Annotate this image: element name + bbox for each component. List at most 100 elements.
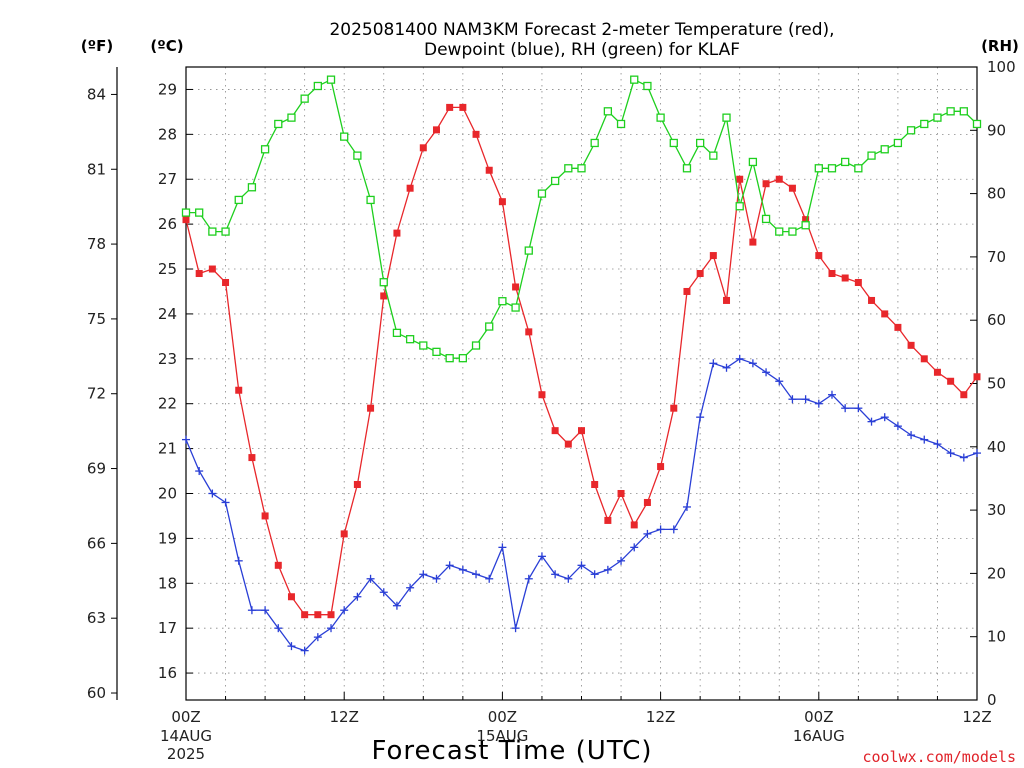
fahrenheit-tick-label: 63 (87, 609, 106, 627)
dewpoint-point (748, 359, 757, 368)
dewpoint-point (959, 453, 968, 462)
dewpoint-point (946, 449, 955, 458)
dewpoint-point (814, 399, 823, 408)
dewpoint-point (419, 570, 428, 579)
dewpoint-point (827, 390, 836, 399)
temperature-point (498, 198, 506, 206)
dewpoint-point (287, 642, 296, 651)
rh-tick-label: 50 (987, 375, 1006, 393)
rh-point (537, 189, 547, 198)
temperature-point (868, 296, 876, 304)
dewpoint-point (603, 565, 612, 574)
temperature-point (815, 252, 823, 260)
rh-point (946, 107, 955, 116)
dewpoint-point (524, 574, 533, 583)
series-layer (181, 75, 982, 655)
celsius-tick-label: 16 (158, 664, 177, 682)
rh-point (959, 107, 968, 116)
temperature-point (723, 296, 731, 304)
dewpoint-point (366, 574, 375, 583)
rh-point (419, 341, 428, 350)
rh-point (260, 145, 270, 154)
temperature-point (841, 274, 849, 282)
temperature-point (894, 323, 902, 331)
temperature-point (287, 593, 295, 601)
temperature-point (788, 184, 796, 192)
rh-point (471, 341, 481, 350)
temperature-point (736, 175, 744, 183)
rh-point (761, 214, 771, 224)
rh-point (221, 227, 230, 236)
fahrenheit-tick-label: 81 (87, 160, 106, 178)
rh-point (972, 119, 982, 129)
dewpoint-point (577, 561, 586, 570)
dewpoint-point (893, 422, 902, 431)
dewpoint-point (498, 543, 507, 552)
temperature-point (472, 130, 480, 138)
dewpoint-point (656, 525, 665, 534)
x-tick-label: 12Z (330, 708, 359, 726)
celsius-tick-label: 28 (158, 125, 177, 143)
temperature-point (828, 270, 836, 278)
rh-point (735, 202, 744, 211)
rh-point (445, 354, 454, 363)
rh-point (577, 164, 586, 173)
dewpoint-point (182, 435, 190, 444)
dewpoint-point (762, 368, 771, 377)
rh-point (458, 354, 468, 363)
rh-tick-label: 40 (987, 438, 1006, 456)
dewpoint-point (379, 588, 388, 597)
temperature-point (406, 184, 414, 192)
dewpoint-point (669, 525, 678, 534)
rh-point (893, 138, 903, 148)
plot-grid (186, 67, 977, 700)
rh-point (722, 113, 731, 122)
temperature-point (208, 265, 216, 273)
temperature-point (854, 278, 862, 286)
temperature-point (907, 341, 915, 349)
rh-tick-label: 0 (987, 691, 997, 709)
temperature-point (604, 516, 612, 524)
dewpoint-point (643, 529, 652, 538)
rh-point (603, 107, 613, 116)
dewpoint-point (300, 646, 309, 655)
rh-point (287, 113, 296, 122)
temperature-point (538, 391, 546, 399)
rh-tick-label: 100 (987, 58, 1016, 76)
x-tick-date-label: 14AUG (160, 727, 212, 745)
rh-point (498, 297, 507, 306)
rh-point (656, 113, 665, 122)
dewpoint-point (537, 552, 546, 561)
dewpoint-point (234, 556, 243, 565)
rh-point (379, 278, 388, 287)
rh-point (405, 335, 415, 344)
dewpoint-point (709, 359, 718, 368)
x-tick-label: 00Z (488, 708, 517, 726)
temperature-point (762, 180, 770, 188)
celsius-tick-label: 29 (158, 80, 177, 98)
temperature-point (301, 611, 309, 619)
temperature-point (630, 521, 638, 529)
rh-point (195, 208, 204, 217)
dewpoint-point (340, 606, 349, 615)
temperature-point (393, 229, 401, 237)
dewpoint-point (406, 583, 415, 592)
temperature-point (881, 310, 889, 318)
dewpoint-point (682, 502, 691, 511)
temperature-point (775, 175, 783, 183)
x-tick-label: 00Z (804, 708, 833, 726)
celsius-tick-label: 27 (158, 170, 177, 188)
dewpoint-point (920, 435, 929, 444)
fahrenheit-tick-label: 84 (87, 85, 106, 103)
celsius-tick-label: 18 (158, 574, 177, 592)
rh-point (933, 113, 942, 122)
dewpoint-point (722, 363, 731, 372)
title-line-1: 2025081400 NAM3KM Forecast 2-meter Tempe… (329, 20, 834, 40)
fahrenheit-tick-label: 78 (87, 235, 106, 253)
x-tick-date-label: 15AUG (476, 727, 528, 745)
temperature-point (195, 270, 203, 278)
x-tick-label: 12Z (962, 708, 991, 726)
rh-point (340, 132, 349, 141)
title-line-2: Dewpoint (blue), RH (green) for KLAF (424, 40, 740, 60)
rh-point (643, 81, 652, 91)
